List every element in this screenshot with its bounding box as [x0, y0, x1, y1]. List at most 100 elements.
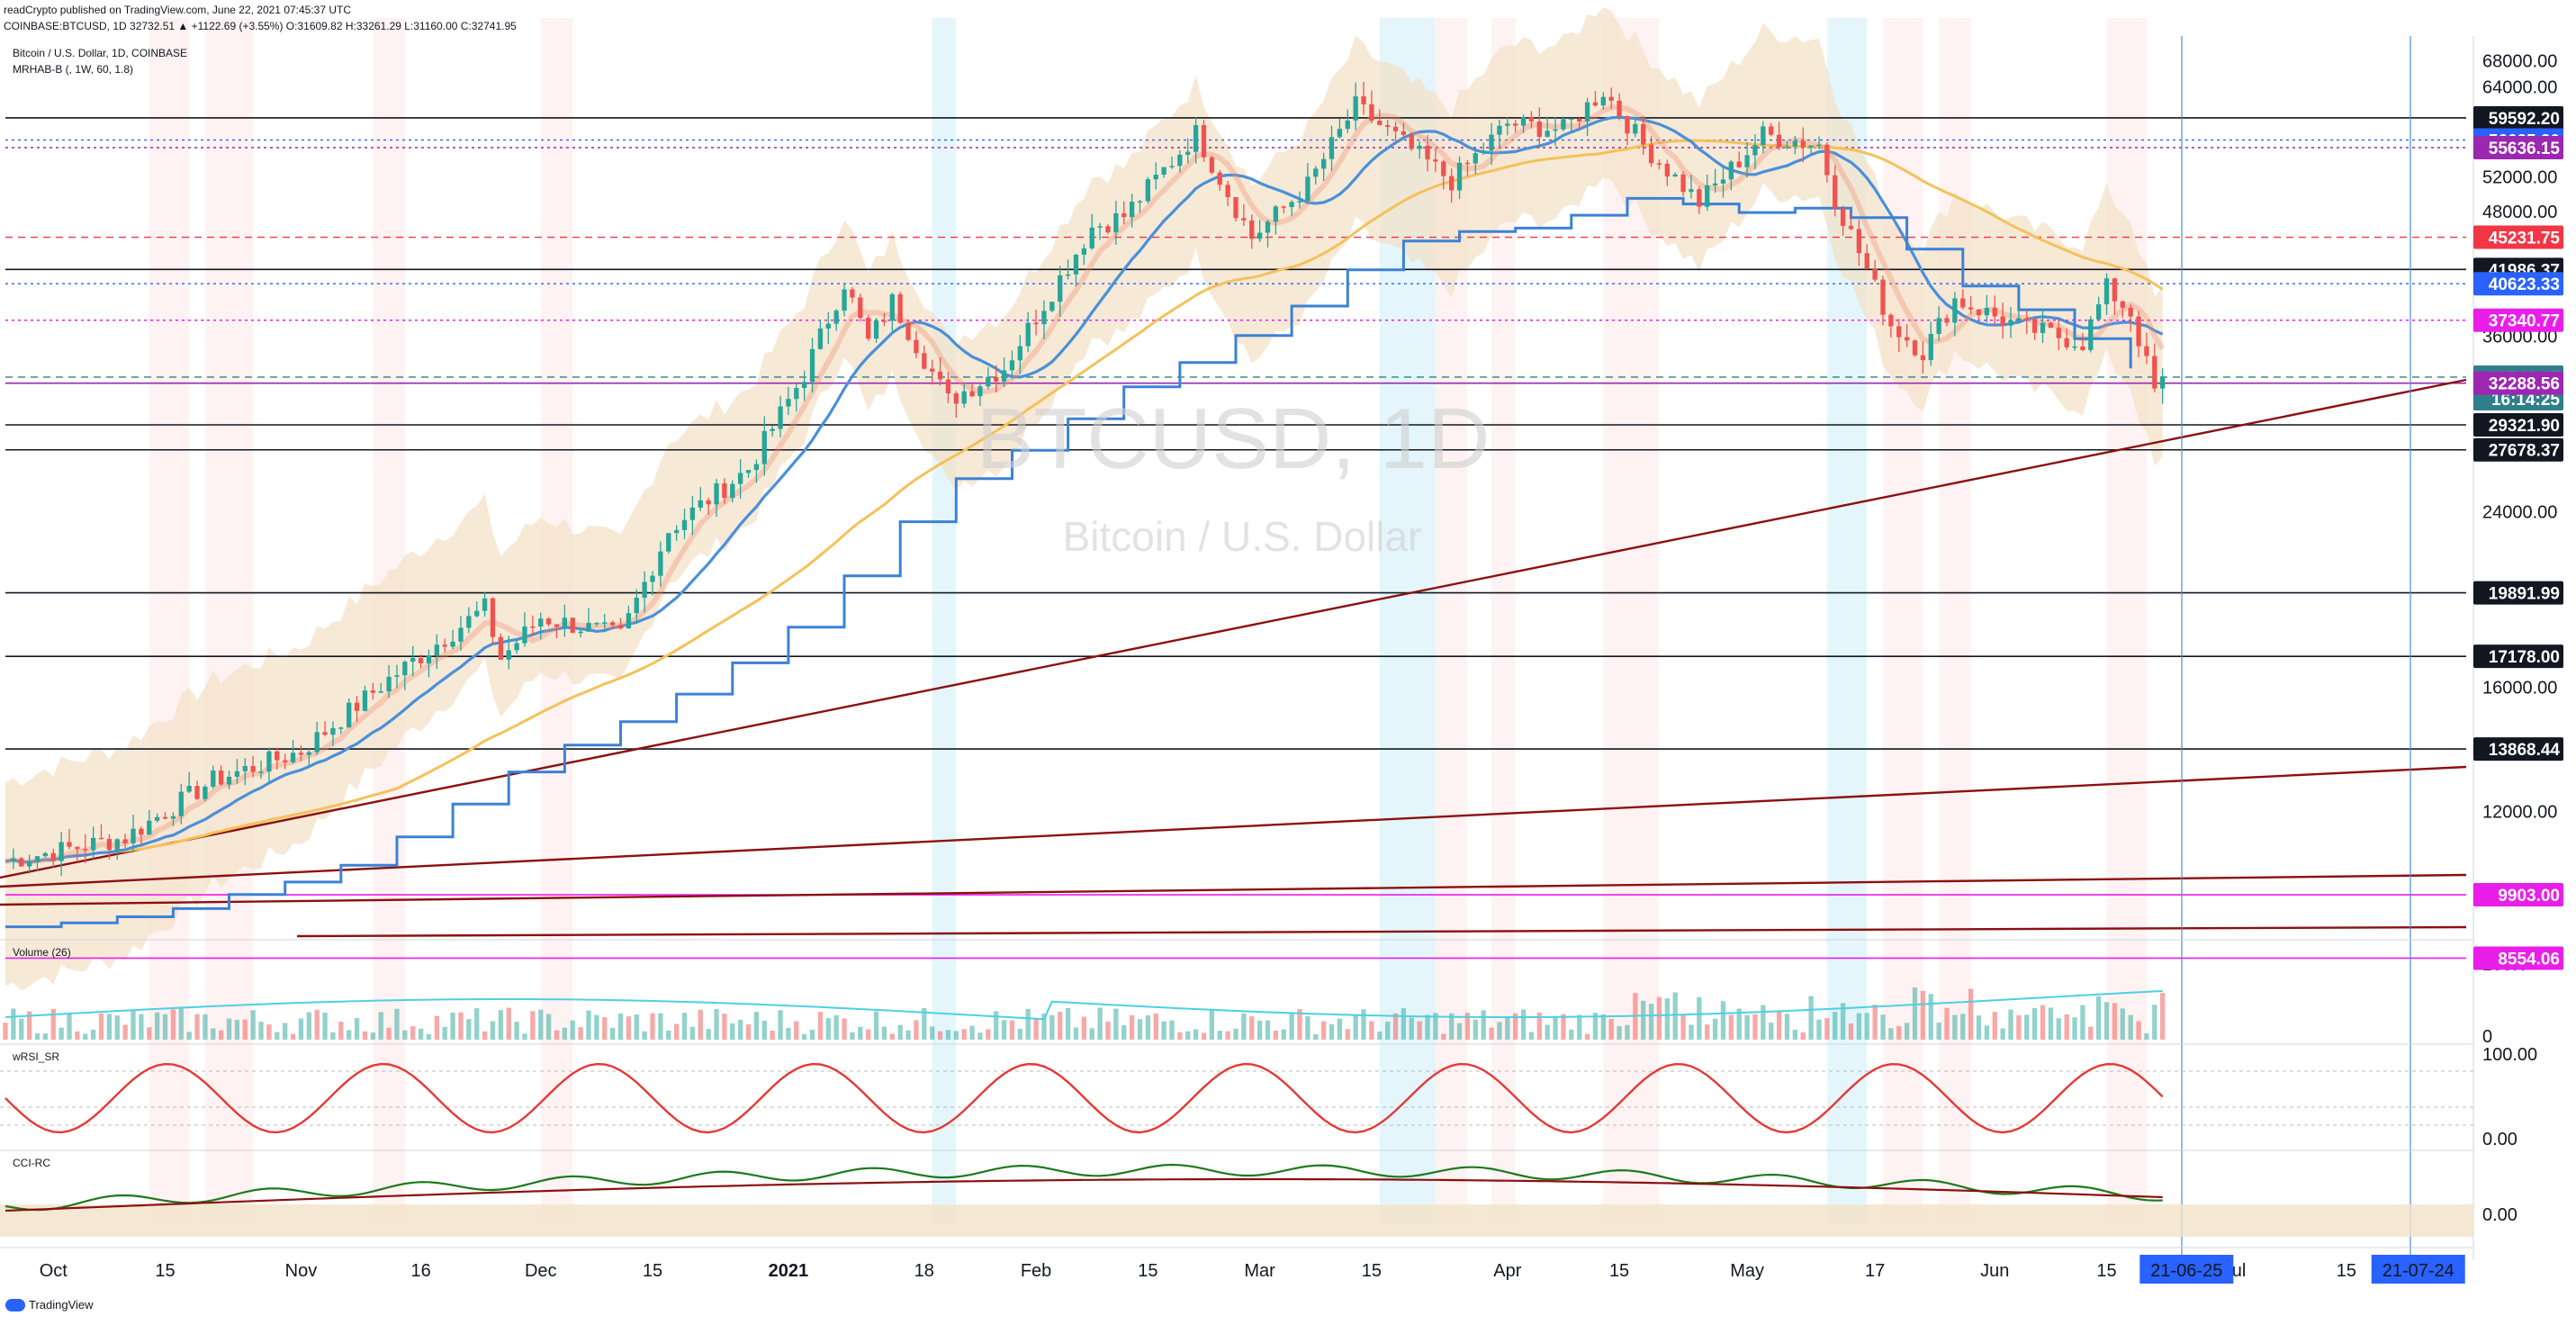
- volume-bar: [1297, 1009, 1302, 1040]
- price-axis[interactable]: 68000.00 64000.00 52000.00 48000.00 36000.00…: [2482, 51, 2557, 822]
- candle-body: [761, 430, 767, 464]
- candle-body: [2031, 319, 2038, 333]
- candle-body: [1281, 206, 1286, 208]
- trend-lines: [0, 36, 2467, 1260]
- price-badge: 37340.77: [2473, 308, 2563, 332]
- candle-body: [2096, 304, 2102, 320]
- volume-bar: [2160, 993, 2166, 1040]
- price-badge: 29321.90: [2473, 413, 2563, 437]
- volume-bar: [2088, 1026, 2094, 1040]
- candle-body: [2160, 376, 2166, 389]
- candle-body: [1201, 125, 1207, 158]
- volume-bar: [881, 1026, 887, 1040]
- candle-body: [266, 751, 272, 772]
- price-badge-text: 17178.00: [2489, 648, 2560, 667]
- candle-body: [154, 816, 160, 821]
- candle-body: [1497, 125, 1502, 135]
- volume-bar: [50, 1008, 56, 1040]
- candle-body: [1456, 162, 1463, 191]
- candle-body: [937, 371, 943, 380]
- volume-bar: [689, 1026, 696, 1040]
- time-axis[interactable]: Oct 15 Nov 16 Dec 15 2021 18 Feb 15 Mar 15 Apr 15 May 1…: [0, 1247, 2473, 1284]
- volume-bar: [794, 1021, 799, 1040]
- candle-body: [1481, 150, 1486, 154]
- volume-bar: [554, 1030, 560, 1040]
- price-tick-label: 36000.00: [2482, 327, 2557, 347]
- volume-bar: [778, 1010, 783, 1040]
- time-tick-label: Dec: [525, 1261, 557, 1281]
- candle-body: [658, 551, 663, 576]
- tradingview-logo[interactable]: TradingView: [5, 1298, 94, 1311]
- volume-bar: [98, 1013, 104, 1040]
- shading-strip: [2106, 18, 2147, 1224]
- volume-bar: [1320, 1021, 1327, 1040]
- volume-bar: [1808, 996, 1814, 1040]
- volume-bar: [1345, 1029, 1350, 1040]
- candle-body: [362, 690, 368, 711]
- volume-bar: [2064, 1014, 2069, 1040]
- volume-bar: [402, 1030, 408, 1040]
- time-tick-label: 15: [1138, 1261, 1157, 1281]
- volume-bar: [1017, 1028, 1022, 1040]
- candle-body: [426, 655, 432, 663]
- volume-bar: [1009, 1020, 1015, 1040]
- cci-band: [0, 1204, 2473, 1237]
- date-badge: [2139, 1255, 2234, 1284]
- candle-body: [2040, 322, 2046, 333]
- shading-strip: [932, 18, 957, 1224]
- candle-body: [386, 676, 392, 692]
- volume-bar: [226, 1018, 232, 1040]
- volume-bar: [1409, 1017, 1414, 1040]
- volume-bar: [1145, 1015, 1151, 1040]
- volume-bar: [1505, 1016, 1510, 1040]
- candle-body: [945, 379, 951, 394]
- candle-body: [514, 643, 519, 651]
- candle-body: [730, 483, 735, 499]
- price-badge-bg: [2473, 135, 2563, 159]
- volume-ma-line: [5, 990, 2163, 1021]
- candle-body: [1009, 360, 1015, 371]
- candle-body: [1320, 158, 1327, 169]
- candle-body: [1401, 131, 1407, 135]
- candle-body: [1617, 100, 1622, 117]
- volume-bar: [2031, 1008, 2038, 1040]
- volume-bar: [626, 1016, 632, 1040]
- volume-bar: [338, 1022, 344, 1040]
- candles: [11, 82, 2166, 876]
- volume-bar: [1833, 1012, 1838, 1040]
- candle-body: [1041, 311, 1047, 325]
- volume-bar: [2144, 1032, 2149, 1040]
- volume-bar: [642, 1031, 647, 1040]
- date-badge-label: 21-07-24: [2382, 1261, 2454, 1281]
- volume-bar: [1153, 1014, 1158, 1040]
- candle-body: [1520, 117, 1527, 126]
- volume-bar: [562, 1027, 568, 1040]
- volume-bar: [283, 1023, 288, 1040]
- volume-bar: [1513, 1013, 1518, 1040]
- volume-bar: [1273, 1031, 1279, 1040]
- volume-bar: [825, 1018, 831, 1040]
- volume-bar: [1864, 1013, 1869, 1040]
- volume-bar: [1545, 1024, 1550, 1040]
- time-tick-label: 15: [2096, 1261, 2116, 1281]
- candle-body: [1073, 254, 1079, 275]
- volume-bar: [809, 1029, 815, 1040]
- candle-body: [570, 617, 575, 634]
- candle-body: [186, 786, 192, 792]
- volume-bar: [1456, 1023, 1463, 1040]
- candle-body: [370, 690, 375, 693]
- candle-body: [250, 765, 256, 772]
- volume-bar: [1936, 1023, 1941, 1040]
- volume-bar: [1656, 996, 1662, 1040]
- candle-body: [961, 391, 967, 404]
- candle-body: [681, 519, 688, 530]
- volume-bar: [617, 1013, 624, 1040]
- price-badge-bg: [2473, 308, 2563, 332]
- volume-bar: [953, 1031, 959, 1040]
- candle-body: [1608, 96, 1614, 101]
- volume-bar: [19, 1018, 24, 1040]
- candle-body: [2152, 356, 2157, 389]
- volume-bar: [1664, 998, 1671, 1040]
- volume-bar: [1960, 1014, 1966, 1040]
